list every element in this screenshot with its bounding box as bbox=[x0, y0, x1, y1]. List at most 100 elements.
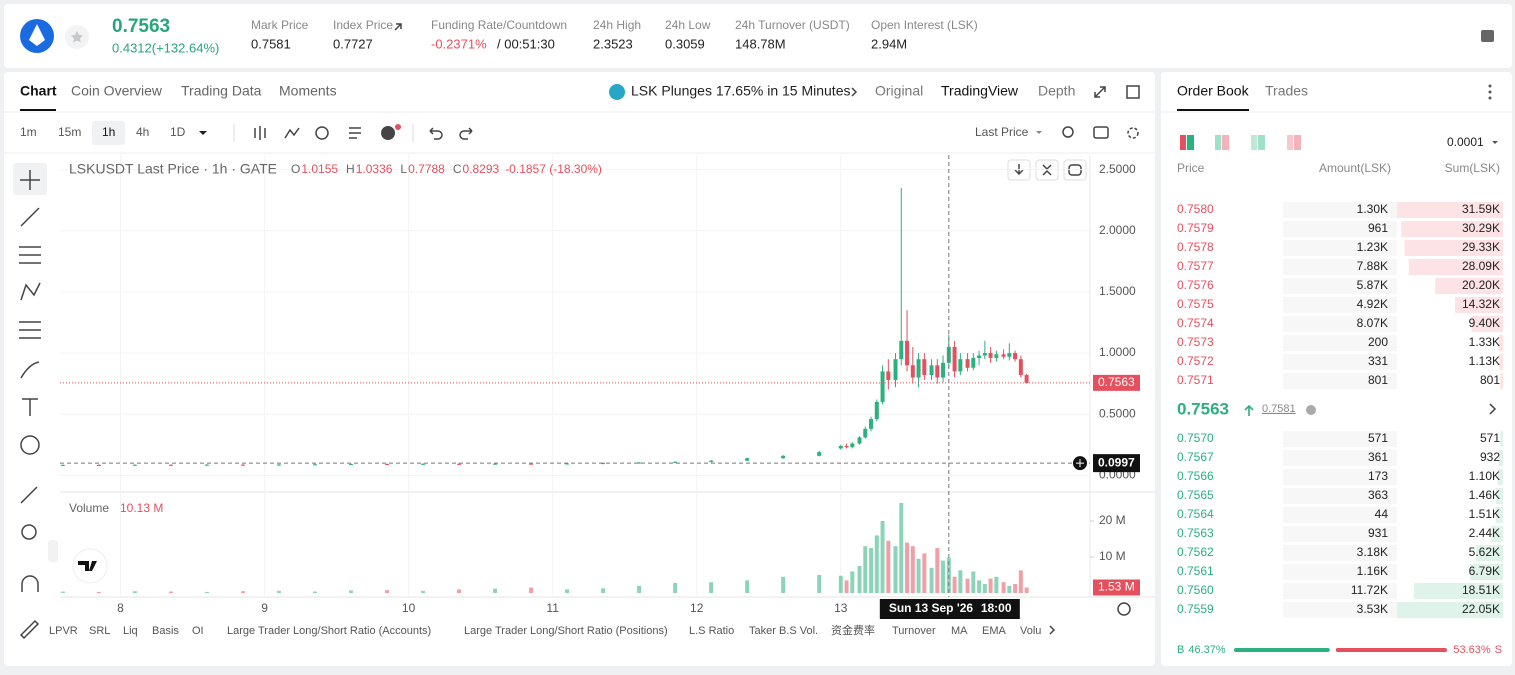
channel-tool[interactable] bbox=[19, 246, 41, 264]
add-icon[interactable] bbox=[381, 126, 395, 140]
indicator[interactable]: 资金费率 bbox=[831, 623, 875, 637]
ob-price[interactable]: 0.7573 bbox=[1177, 335, 1214, 349]
candle-body bbox=[457, 463, 462, 465]
ob-amount: 44 bbox=[1375, 507, 1389, 521]
brush-tool[interactable] bbox=[20, 361, 40, 379]
ob-price[interactable]: 0.7580 bbox=[1177, 202, 1214, 216]
indicator[interactable]: LPVR bbox=[49, 625, 78, 637]
indicator[interactable]: Large Trader Long/Short Ratio (Positions… bbox=[464, 625, 668, 637]
indicator[interactable]: Taker B.S Vol. bbox=[749, 625, 818, 637]
ob-price[interactable]: 0.7564 bbox=[1177, 507, 1214, 521]
ob-price[interactable]: 0.7578 bbox=[1177, 240, 1214, 254]
ob-price[interactable]: 0.7576 bbox=[1177, 278, 1214, 292]
crosshair-tool[interactable] bbox=[20, 170, 40, 190]
line-tool[interactable] bbox=[20, 207, 40, 227]
ob-price[interactable]: 0.7563 bbox=[1177, 526, 1214, 540]
candle-body bbox=[60, 464, 65, 466]
layout-alt[interactable] bbox=[1215, 135, 1221, 150]
crosshair-price-box bbox=[1093, 454, 1140, 473]
layout-asks[interactable] bbox=[1287, 135, 1293, 150]
redo-icon[interactable] bbox=[459, 127, 473, 140]
price-type[interactable]: Last Price bbox=[975, 125, 1029, 139]
volume-bar bbox=[1001, 582, 1006, 593]
indicator[interactable]: Basis bbox=[152, 625, 179, 637]
stat-value: 2.3523 bbox=[593, 36, 633, 51]
candle-body bbox=[168, 464, 173, 466]
book-icon[interactable] bbox=[1481, 30, 1494, 42]
interval[interactable]: 1D bbox=[170, 125, 186, 139]
candle-body bbox=[958, 359, 963, 372]
chevron[interactable] bbox=[1049, 625, 1056, 635]
tab[interactable]: Trading Data bbox=[181, 83, 262, 99]
pencil-tool[interactable] bbox=[19, 619, 40, 640]
interval[interactable]: 15m bbox=[58, 125, 81, 139]
zoom-tool[interactable] bbox=[21, 524, 37, 540]
ob-price[interactable]: 0.7566 bbox=[1177, 469, 1214, 483]
ob-sum: 28.09K bbox=[1462, 259, 1500, 273]
view-tab[interactable]: Depth bbox=[1038, 83, 1075, 99]
emoji-tool[interactable] bbox=[20, 435, 40, 455]
ob-tab[interactable]: Trades bbox=[1265, 83, 1308, 99]
side-collapse[interactable] bbox=[48, 540, 58, 562]
ob-tab[interactable]: Order Book bbox=[1177, 83, 1250, 99]
chevron[interactable] bbox=[1489, 403, 1497, 415]
ob-price[interactable]: 0.7579 bbox=[1177, 221, 1214, 235]
replay-icon[interactable] bbox=[315, 126, 329, 140]
ruler-tool[interactable] bbox=[20, 486, 38, 504]
volume-value: 10.13 M bbox=[120, 501, 163, 515]
volume-bar bbox=[276, 590, 281, 593]
ob-price[interactable]: 0.7577 bbox=[1177, 259, 1214, 273]
ob-price[interactable]: 0.7575 bbox=[1177, 297, 1214, 311]
expand-icon[interactable] bbox=[1094, 86, 1106, 98]
ob-price[interactable]: 0.7571 bbox=[1177, 373, 1214, 387]
axis-settings[interactable] bbox=[1117, 602, 1131, 616]
indicator[interactable]: SRL bbox=[89, 625, 110, 637]
layout-bids[interactable] bbox=[1251, 135, 1257, 150]
ob-price[interactable]: 0.7574 bbox=[1177, 316, 1214, 330]
candle-body bbox=[988, 353, 993, 358]
precision[interactable]: 0.0001 bbox=[1447, 135, 1484, 149]
pattern-tool[interactable] bbox=[20, 282, 41, 301]
ob-price[interactable]: 0.7572 bbox=[1177, 354, 1214, 368]
template-icon[interactable] bbox=[349, 127, 361, 139]
indicator[interactable]: Turnover bbox=[892, 625, 936, 637]
indicator[interactable]: MA bbox=[951, 625, 968, 637]
ob-price[interactable]: 0.7559 bbox=[1177, 602, 1214, 616]
undo-icon[interactable] bbox=[429, 127, 443, 140]
magnet-tool[interactable] bbox=[21, 575, 39, 592]
ob-price[interactable]: 0.7565 bbox=[1177, 488, 1214, 502]
indicator[interactable]: Liq bbox=[123, 625, 138, 637]
interval[interactable]: 1h bbox=[102, 125, 115, 139]
settings-icon[interactable] bbox=[1127, 127, 1139, 139]
ohlc-value: 1.0336 bbox=[356, 162, 393, 176]
tab[interactable]: Chart bbox=[20, 83, 57, 99]
ob-price[interactable]: 0.7567 bbox=[1177, 450, 1214, 464]
tab[interactable]: Moments bbox=[279, 83, 337, 99]
indicator[interactable]: L.S Ratio bbox=[689, 625, 734, 637]
view-tab[interactable]: Original bbox=[875, 83, 923, 99]
indicator-icon[interactable] bbox=[284, 127, 300, 139]
ob-price[interactable]: 0.7560 bbox=[1177, 583, 1214, 597]
interval[interactable]: 1m bbox=[20, 125, 37, 139]
indicator[interactable]: Large Trader Long/Short Ratio (Accounts) bbox=[227, 625, 431, 637]
indicator[interactable]: OI bbox=[192, 625, 204, 637]
fib-tool[interactable] bbox=[19, 321, 41, 339]
search-icon[interactable] bbox=[1062, 126, 1074, 138]
window-icon[interactable] bbox=[1126, 85, 1140, 99]
text-tool[interactable] bbox=[22, 398, 38, 416]
ob-price[interactable]: 0.7561 bbox=[1177, 564, 1214, 578]
tab[interactable]: Coin Overview bbox=[71, 83, 163, 99]
candle-type-icon[interactable] bbox=[254, 126, 266, 140]
news[interactable]: LSK Plunges 17.65% in 15 Minutes bbox=[631, 83, 850, 99]
volume-bar bbox=[971, 571, 976, 593]
ob-price[interactable]: 0.7570 bbox=[1177, 431, 1214, 445]
ob-price[interactable]: 0.7562 bbox=[1177, 545, 1214, 559]
layout-both[interactable] bbox=[1180, 135, 1186, 150]
camera-icon[interactable] bbox=[1093, 126, 1109, 139]
volume-bar bbox=[850, 571, 855, 593]
indicator[interactable]: Volu bbox=[1020, 625, 1041, 637]
indicator[interactable]: EMA bbox=[982, 625, 1007, 637]
view-tab[interactable]: TradingView bbox=[941, 83, 1019, 99]
arrow-down bbox=[1014, 164, 1024, 176]
interval[interactable]: 4h bbox=[136, 125, 149, 139]
